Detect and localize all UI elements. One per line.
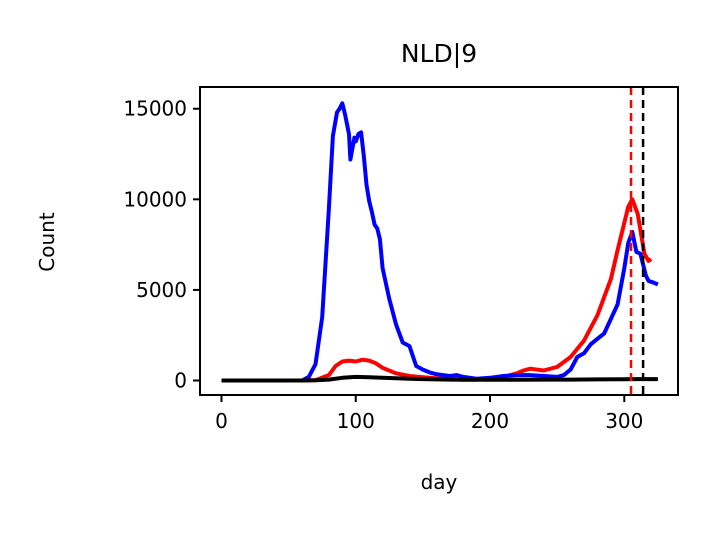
plot-frame [199, 86, 679, 396]
x-tick-label: 100 [337, 409, 375, 433]
x-tick-label: 200 [471, 409, 509, 433]
x-tick-label: 300 [605, 409, 643, 433]
x-tick-label: 0 [215, 409, 228, 433]
series-line-2 [221, 374, 658, 383]
plot-area: 0 100 200 300 0 5000 10000 15000 [123, 86, 679, 433]
y-tick-label: 15000 [123, 97, 187, 121]
x-axis-label: day [421, 470, 458, 494]
series-line-0 [221, 197, 653, 383]
y-tick-label: 10000 [123, 187, 187, 211]
chart-title: NLD|9 [401, 39, 477, 68]
series-line-1 [221, 101, 659, 383]
y-axis-label: Count [35, 212, 59, 272]
y-tick-label: 5000 [136, 278, 187, 302]
y-tick-label: 0 [174, 369, 187, 393]
